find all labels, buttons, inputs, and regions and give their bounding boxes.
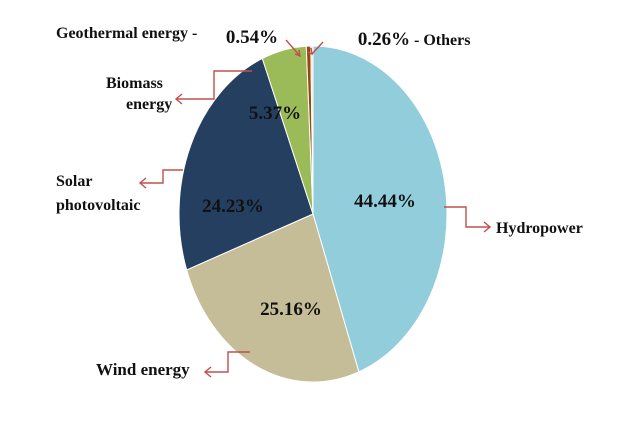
pie-slice-5 bbox=[310, 45, 314, 215]
category-label-solar: Solar photovoltaic bbox=[56, 173, 140, 214]
category-label-biomass-line1: Biomass bbox=[106, 75, 163, 92]
data-label-solar: 24.23% bbox=[202, 196, 264, 217]
category-label-solar-line1: Solar bbox=[56, 173, 92, 190]
leader-solar-arrowhead bbox=[138, 177, 147, 189]
leader-wind-arrowhead bbox=[203, 366, 212, 378]
leader-wind bbox=[205, 351, 250, 373]
data-label-others: 0.26% bbox=[358, 29, 410, 50]
category-label-solar-line2: photovoltaic bbox=[56, 197, 140, 214]
leader-lines bbox=[138, 39, 492, 378]
leader-biomass-arrowhead bbox=[174, 93, 183, 105]
leader-solar bbox=[140, 169, 183, 184]
category-label-others: - Others bbox=[414, 32, 470, 49]
leader-others-arrowhead bbox=[306, 47, 313, 56]
leader-geothermal bbox=[285, 39, 301, 57]
category-label-hydropower: Hydropower bbox=[496, 220, 583, 237]
category-label-wind: Wind energy bbox=[96, 360, 190, 379]
leader-hydropower-arrowhead bbox=[483, 221, 492, 233]
leader-biomass bbox=[176, 70, 252, 100]
pie-slice-0 bbox=[312, 45, 448, 373]
leader-others bbox=[311, 41, 324, 55]
category-label-geothermal: Geothermal energy - bbox=[56, 25, 197, 42]
pie-slices bbox=[178, 45, 448, 383]
data-label-hydropower: 44.44% bbox=[354, 191, 416, 212]
leader-geothermal-arrowhead bbox=[294, 49, 301, 58]
category-label-biomass-line2: energy bbox=[126, 96, 172, 113]
data-label-wind: 25.16% bbox=[260, 299, 322, 320]
data-label-geothermal: 0.54% bbox=[226, 27, 278, 48]
leader-hydropower bbox=[444, 206, 490, 228]
data-label-biomass: 5.37% bbox=[249, 103, 301, 124]
category-label-biomass: Biomass energy bbox=[106, 75, 172, 113]
pie-slice-1 bbox=[186, 213, 360, 383]
